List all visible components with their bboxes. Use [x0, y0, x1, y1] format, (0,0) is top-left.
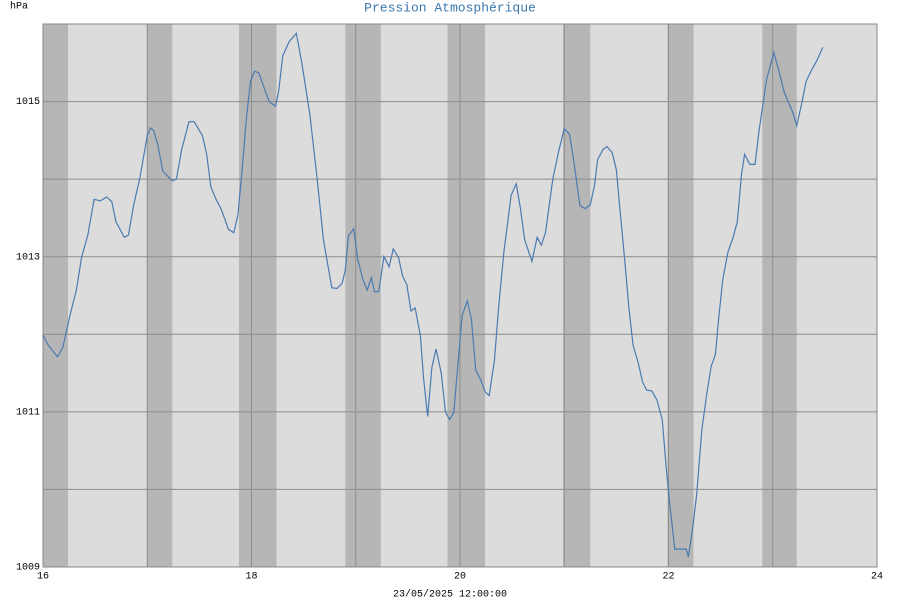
- night-band: [762, 24, 797, 567]
- night-band: [447, 24, 486, 567]
- night-band: [563, 24, 591, 567]
- x-tick-label: 22: [662, 572, 674, 583]
- y-tick-label: 1013: [16, 252, 40, 263]
- y-axis-label: hPa: [10, 1, 28, 13]
- night-band: [345, 24, 381, 567]
- plot-border: [42, 23, 878, 568]
- x-axis-label: 23/05/2025 12:00:00: [393, 589, 507, 600]
- x-tick-label: 24: [871, 572, 883, 583]
- y-tick-label: 1015: [16, 97, 40, 108]
- y-tick-label: 1009: [16, 563, 40, 574]
- y-tick-label: 1011: [16, 407, 40, 418]
- night-band: [238, 24, 277, 567]
- x-tick-label: 20: [454, 572, 466, 583]
- night-band: [147, 24, 173, 567]
- pressure-line: [42, 31, 824, 558]
- x-tick-label: 18: [245, 572, 257, 583]
- night-band: [43, 24, 69, 567]
- chart-title: Pression Atmosphérique: [364, 0, 536, 15]
- night-band: [667, 24, 694, 567]
- x-tick-label: 16: [37, 572, 49, 583]
